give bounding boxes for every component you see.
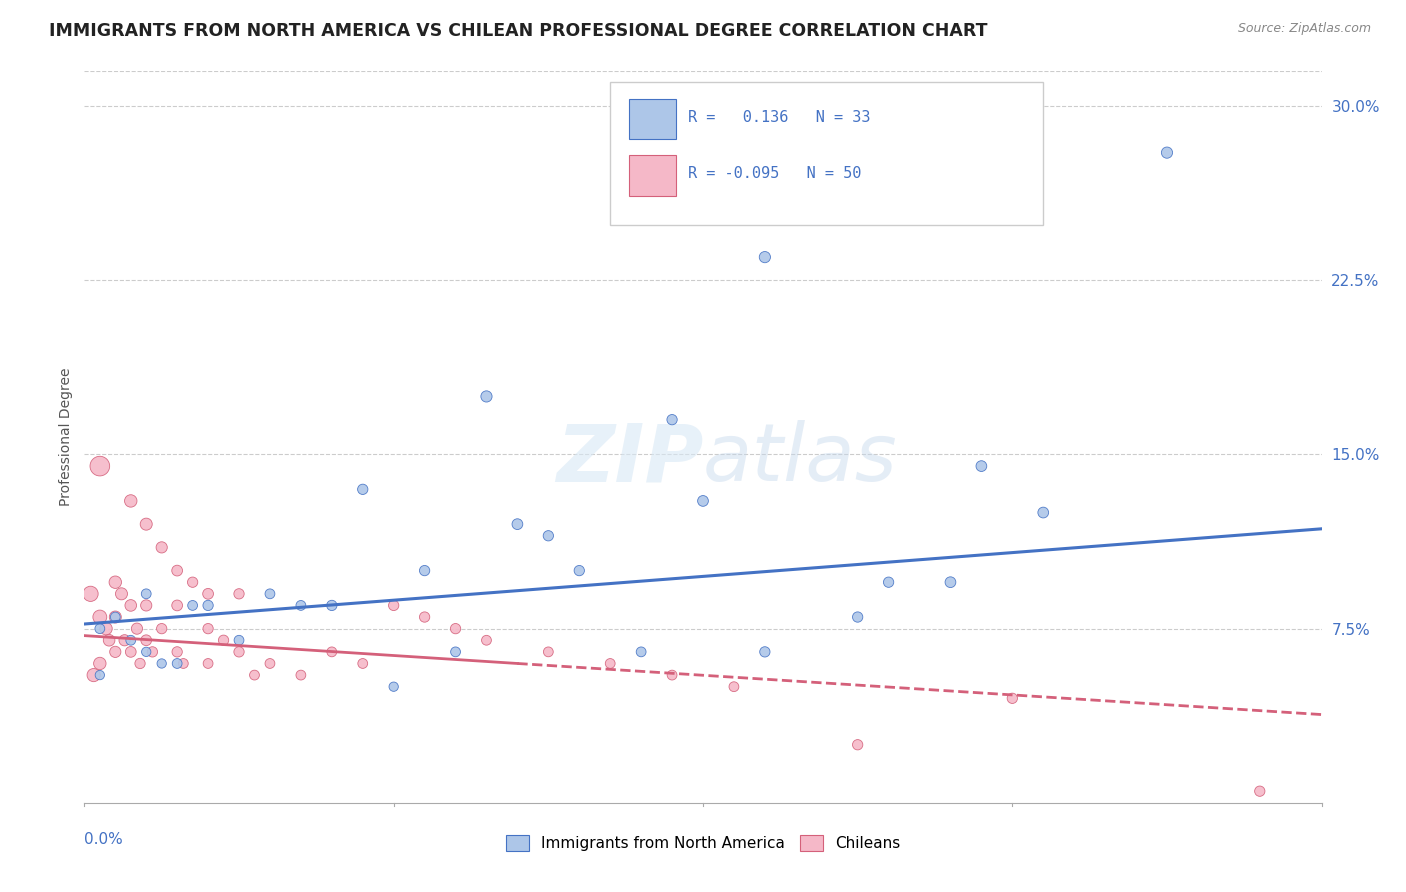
- Point: [166, 599, 188, 613]
- Legend: Immigrants from North America, Chileans: Immigrants from North America, Chileans: [499, 830, 907, 857]
- Point: [846, 610, 869, 624]
- Point: [382, 680, 405, 694]
- Point: [259, 657, 281, 671]
- Point: [135, 517, 157, 532]
- Point: [135, 599, 157, 613]
- Point: [89, 622, 111, 636]
- Point: [104, 645, 127, 659]
- Point: [110, 587, 132, 601]
- Point: [197, 587, 219, 601]
- Point: [754, 250, 776, 264]
- Text: R =   0.136   N = 33: R = 0.136 N = 33: [688, 110, 870, 125]
- Point: [630, 645, 652, 659]
- Point: [141, 645, 163, 659]
- Point: [79, 587, 101, 601]
- Point: [352, 657, 374, 671]
- Point: [181, 599, 204, 613]
- Point: [1032, 506, 1054, 520]
- Point: [243, 668, 266, 682]
- Point: [228, 645, 250, 659]
- Text: 0.0%: 0.0%: [84, 832, 124, 847]
- Point: [506, 517, 529, 532]
- Point: [197, 599, 219, 613]
- Point: [166, 564, 188, 578]
- Point: [172, 657, 194, 671]
- Point: [877, 575, 900, 590]
- Point: [413, 610, 436, 624]
- Y-axis label: Professional Degree: Professional Degree: [59, 368, 73, 507]
- Point: [444, 622, 467, 636]
- Point: [228, 587, 250, 601]
- Point: [846, 738, 869, 752]
- Point: [475, 389, 498, 403]
- Point: [352, 483, 374, 497]
- Point: [321, 645, 343, 659]
- Point: [413, 564, 436, 578]
- Point: [150, 622, 173, 636]
- Point: [135, 587, 157, 601]
- Point: [568, 564, 591, 578]
- Point: [290, 599, 312, 613]
- Point: [537, 645, 560, 659]
- Point: [104, 610, 127, 624]
- Point: [197, 657, 219, 671]
- FancyBboxPatch shape: [628, 155, 676, 195]
- Point: [475, 633, 498, 648]
- Point: [104, 575, 127, 590]
- Point: [228, 633, 250, 648]
- Point: [723, 680, 745, 694]
- Point: [939, 575, 962, 590]
- Point: [135, 633, 157, 648]
- Point: [1001, 691, 1024, 706]
- Point: [114, 633, 136, 648]
- Text: ZIP: ZIP: [555, 420, 703, 498]
- Point: [150, 657, 173, 671]
- Point: [599, 657, 621, 671]
- Point: [661, 668, 683, 682]
- Point: [692, 494, 714, 508]
- Text: atlas: atlas: [703, 420, 898, 498]
- FancyBboxPatch shape: [610, 82, 1043, 225]
- Text: R = -0.095   N = 50: R = -0.095 N = 50: [688, 166, 862, 181]
- Point: [125, 622, 148, 636]
- Point: [120, 599, 142, 613]
- Point: [135, 645, 157, 659]
- Point: [89, 668, 111, 682]
- Point: [166, 657, 188, 671]
- Point: [166, 645, 188, 659]
- Point: [120, 494, 142, 508]
- Point: [1249, 784, 1271, 798]
- Point: [382, 599, 405, 613]
- Point: [1156, 145, 1178, 160]
- Point: [197, 622, 219, 636]
- Point: [104, 610, 127, 624]
- Point: [89, 657, 111, 671]
- Point: [120, 645, 142, 659]
- Point: [129, 657, 152, 671]
- Text: IMMIGRANTS FROM NORTH AMERICA VS CHILEAN PROFESSIONAL DEGREE CORRELATION CHART: IMMIGRANTS FROM NORTH AMERICA VS CHILEAN…: [49, 22, 987, 40]
- Point: [290, 668, 312, 682]
- Point: [181, 575, 204, 590]
- Point: [83, 668, 105, 682]
- Point: [150, 541, 173, 555]
- Text: Source: ZipAtlas.com: Source: ZipAtlas.com: [1237, 22, 1371, 36]
- Point: [754, 645, 776, 659]
- Point: [537, 529, 560, 543]
- Point: [661, 412, 683, 426]
- Point: [970, 459, 993, 474]
- Point: [89, 459, 111, 474]
- Point: [212, 633, 235, 648]
- Point: [94, 622, 117, 636]
- FancyBboxPatch shape: [628, 99, 676, 139]
- Point: [444, 645, 467, 659]
- Point: [321, 599, 343, 613]
- Point: [259, 587, 281, 601]
- Point: [98, 633, 121, 648]
- Point: [120, 633, 142, 648]
- Point: [89, 610, 111, 624]
